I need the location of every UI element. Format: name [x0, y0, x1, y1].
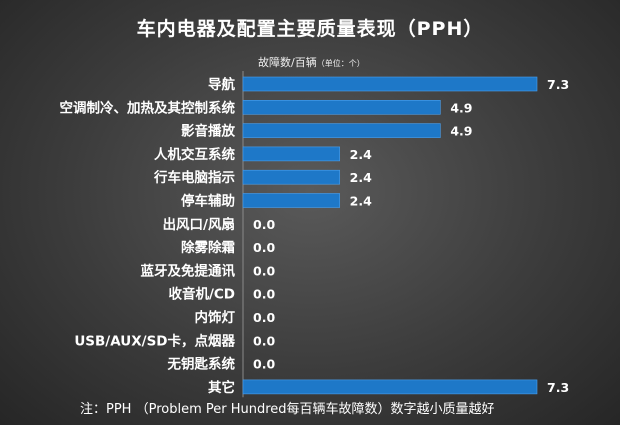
category-label: 蓝牙及免提通讯: [141, 262, 236, 279]
category-label: USB/AUX/SD卡，点烟器: [74, 332, 235, 349]
category-label: 人机交互系统: [154, 146, 235, 163]
category-label: 空调制冷、加热及其控制系统: [60, 99, 236, 116]
category-label: 除雾除霜: [181, 239, 235, 256]
value-label: 0.0: [253, 263, 275, 278]
value-label: 0.0: [253, 333, 275, 348]
value-label: 2.4: [350, 170, 372, 185]
unit-label: 故障数/百辆（单位：个）: [258, 54, 365, 70]
unit-label-note: （单位：个）: [316, 59, 365, 68]
value-label: 2.4: [350, 194, 372, 209]
category-label: 无钥匙系统: [167, 356, 236, 373]
value-label: 7.3: [547, 77, 569, 92]
chart-title: 车内电器及配置主要质量表现（PPH）: [136, 18, 484, 40]
value-label: 0.0: [253, 310, 275, 325]
value-label: 2.4: [350, 147, 372, 162]
category-label: 行车电脑指示: [153, 169, 235, 186]
value-label: 0.0: [253, 240, 275, 255]
category-label: 影音播放: [181, 123, 235, 140]
bar: [242, 123, 441, 138]
bar: [242, 146, 340, 162]
bar: [242, 379, 538, 395]
bar: [242, 193, 340, 208]
category-label: 导航: [208, 76, 235, 93]
unit-label-main: 故障数/百辆: [258, 56, 317, 69]
value-label: 0.0: [253, 357, 275, 372]
category-label: 出风口/风扇: [163, 216, 235, 233]
footnote: 注：PPH （Problem Per Hundred每百辆车故障数）数字越小质量…: [80, 402, 495, 417]
category-label: 内饰灯: [195, 309, 236, 326]
category-label: 其它: [208, 379, 235, 396]
value-label: 4.9: [450, 100, 472, 115]
value-label: 0.0: [253, 217, 275, 232]
value-label: 7.3: [547, 380, 569, 395]
category-label: 收音机/CD: [168, 286, 235, 303]
category-label: 停车辅助: [181, 193, 235, 210]
value-label: 4.9: [450, 124, 472, 139]
value-label: 0.0: [253, 287, 275, 302]
bar: [242, 169, 340, 185]
bar: [242, 76, 538, 92]
bar: [242, 100, 441, 115]
